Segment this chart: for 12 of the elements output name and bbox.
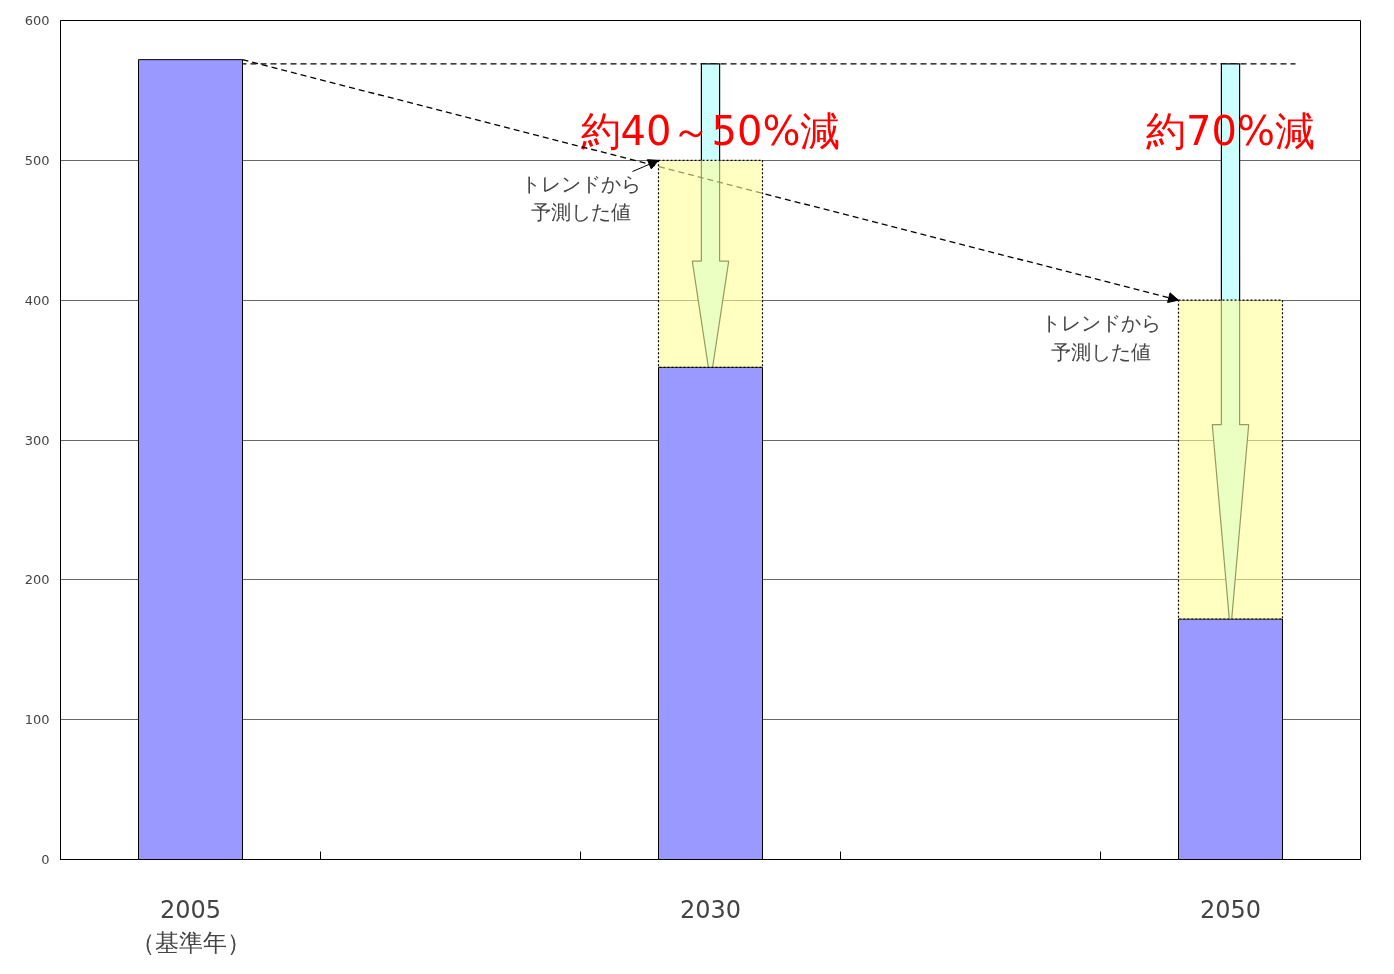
y-tick-label: 0 (41, 852, 50, 867)
y-tick-label: 500 (24, 152, 50, 168)
y-tick-label: 600 (24, 13, 50, 28)
y-tick-label: 400 (24, 292, 50, 308)
y-tick-label: 200 (24, 572, 50, 588)
y-tick-label: 300 (24, 432, 50, 448)
y-tick-label: 100 (24, 712, 50, 728)
x-tick-label: 2030 (679, 895, 742, 924)
x-tick-label: 2050 (1199, 895, 1262, 924)
annotation: トレンドから予測した値 (1040, 311, 1161, 365)
x-tick-label: 2005 （基準年） (130, 895, 251, 958)
annotation: トレンドから予測した値 (520, 171, 641, 225)
